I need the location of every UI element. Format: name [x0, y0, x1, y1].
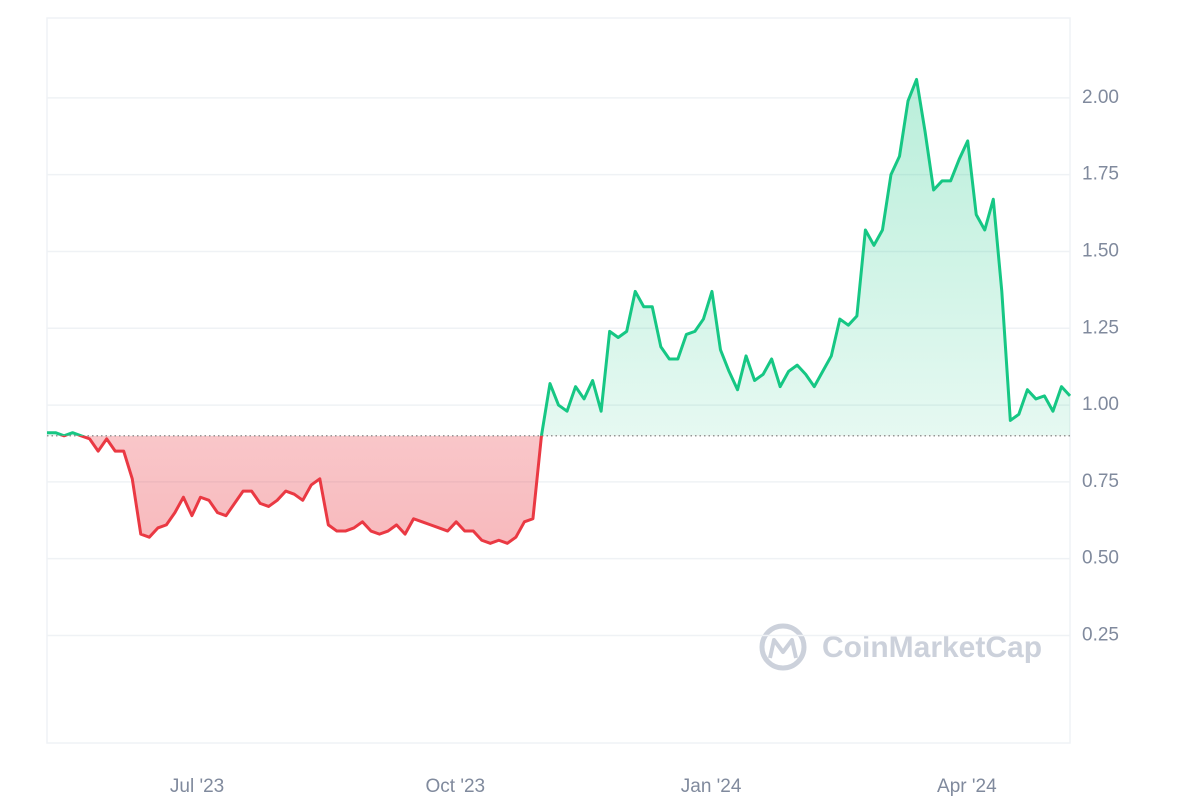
x-tick-label: Jul '23	[170, 776, 224, 797]
plot-frame	[46, 17, 1071, 744]
y-tick-label: 2.00	[1082, 87, 1119, 108]
line-up	[47, 77, 1072, 436]
y-tick-label: 0.75	[1082, 471, 1119, 492]
y-tick-label: 1.00	[1082, 394, 1119, 415]
y-tick-label: 0.25	[1082, 624, 1119, 645]
y-tick-label: 1.50	[1082, 240, 1119, 261]
watermark: CoinMarketCap	[759, 623, 1042, 671]
y-tick-label: 0.50	[1082, 548, 1119, 569]
y-tick-label: 1.25	[1082, 317, 1119, 338]
x-tick-label: Apr '24	[937, 776, 997, 797]
x-tick-label: Oct '23	[426, 776, 486, 797]
watermark-text: CoinMarketCap	[822, 631, 1042, 664]
x-tick-label: Jan '24	[681, 776, 742, 797]
area-up	[47, 79, 1070, 436]
area-down	[47, 435, 1070, 544]
line-down	[59, 435, 543, 545]
y-tick-label: 1.75	[1082, 164, 1119, 185]
